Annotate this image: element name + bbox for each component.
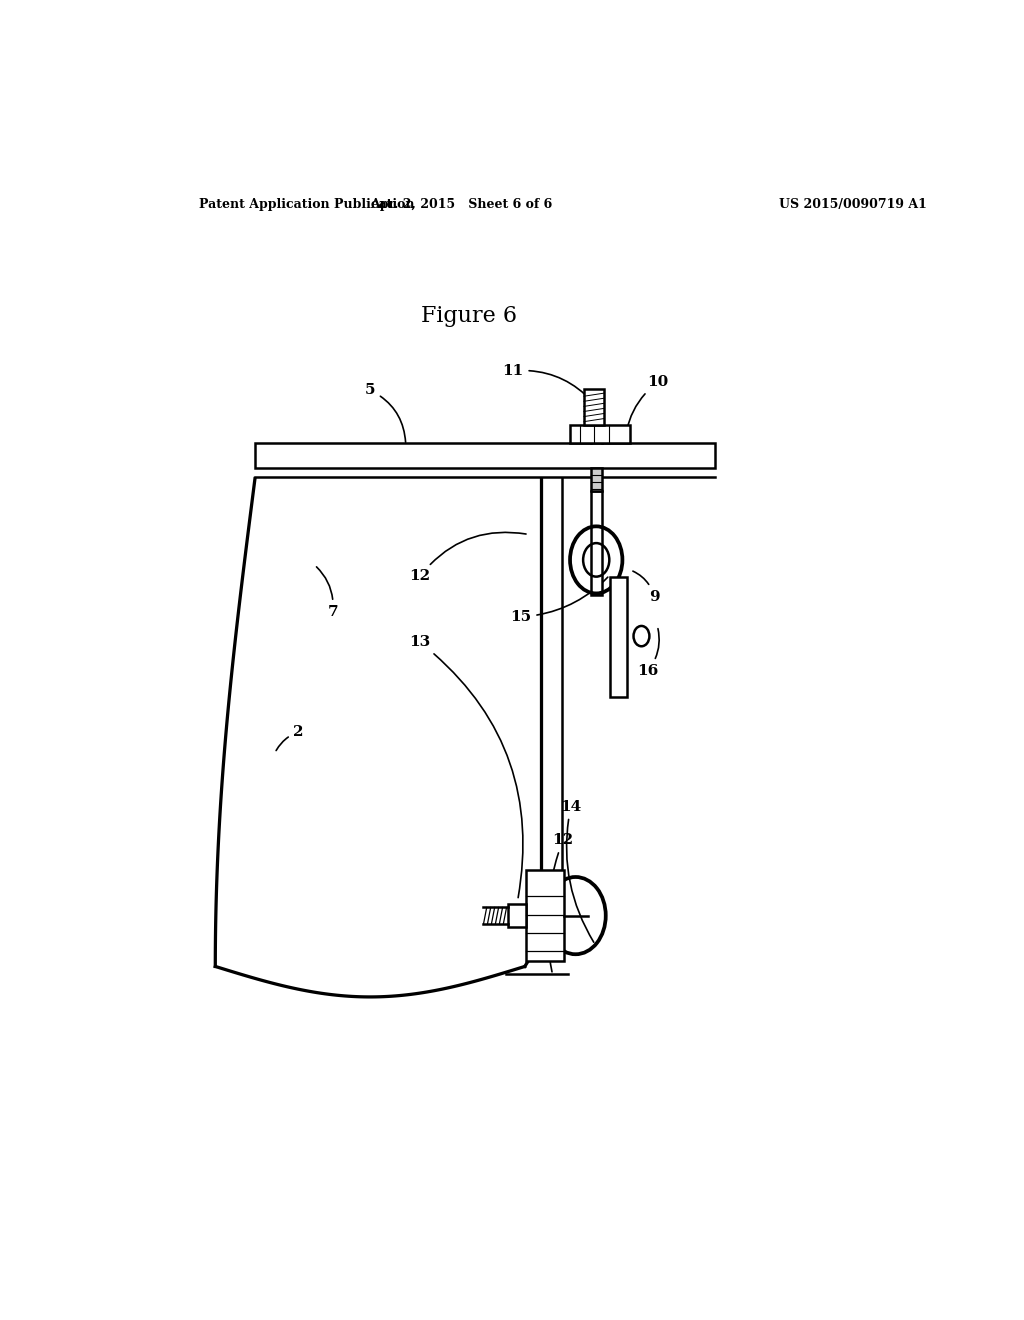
Bar (591, 469, 602, 491)
Bar (609, 577, 627, 697)
Bar (255, 444, 715, 469)
Text: 2: 2 (276, 725, 304, 751)
Bar (525, 870, 563, 961)
Text: Apr. 2, 2015   Sheet 6 of 6: Apr. 2, 2015 Sheet 6 of 6 (371, 198, 552, 211)
Text: 7: 7 (316, 566, 338, 619)
Text: 13: 13 (410, 635, 523, 898)
Text: 9: 9 (633, 572, 659, 603)
Bar (570, 425, 630, 444)
Text: US 2015/0090719 A1: US 2015/0090719 A1 (778, 198, 927, 211)
Text: 16: 16 (637, 628, 659, 677)
Text: 12: 12 (410, 532, 526, 583)
Bar (584, 389, 604, 425)
Text: 11: 11 (502, 364, 592, 401)
Text: 5: 5 (365, 383, 406, 442)
Text: 10: 10 (627, 375, 669, 432)
Text: 14: 14 (560, 800, 594, 942)
Bar (508, 904, 525, 927)
Text: Figure 6: Figure 6 (421, 305, 517, 327)
Bar (591, 491, 602, 595)
Text: 12: 12 (547, 833, 573, 972)
Text: Patent Application Publication: Patent Application Publication (200, 198, 415, 211)
Text: 15: 15 (510, 577, 608, 624)
